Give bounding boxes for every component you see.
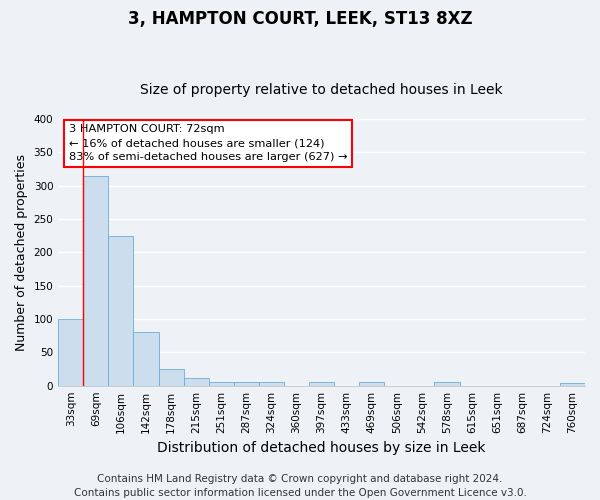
Title: Size of property relative to detached houses in Leek: Size of property relative to detached ho…: [140, 83, 503, 97]
Bar: [309, 382, 334, 386]
Text: 3 HAMPTON COURT: 72sqm
← 16% of detached houses are smaller (124)
83% of semi-de: 3 HAMPTON COURT: 72sqm ← 16% of detached…: [69, 124, 347, 162]
Bar: [209, 382, 234, 386]
Y-axis label: Number of detached properties: Number of detached properties: [15, 154, 28, 351]
Text: 3, HAMPTON COURT, LEEK, ST13 8XZ: 3, HAMPTON COURT, LEEK, ST13 8XZ: [128, 10, 472, 28]
Bar: [133, 332, 158, 386]
Bar: [259, 382, 284, 386]
Bar: [434, 382, 460, 386]
Bar: [58, 319, 83, 386]
Bar: [560, 383, 585, 386]
Text: Contains HM Land Registry data © Crown copyright and database right 2024.
Contai: Contains HM Land Registry data © Crown c…: [74, 474, 526, 498]
Bar: [184, 378, 209, 386]
Bar: [359, 382, 385, 386]
Bar: [83, 176, 109, 386]
Bar: [234, 382, 259, 386]
Bar: [158, 369, 184, 386]
X-axis label: Distribution of detached houses by size in Leek: Distribution of detached houses by size …: [157, 441, 486, 455]
Bar: [109, 236, 133, 386]
